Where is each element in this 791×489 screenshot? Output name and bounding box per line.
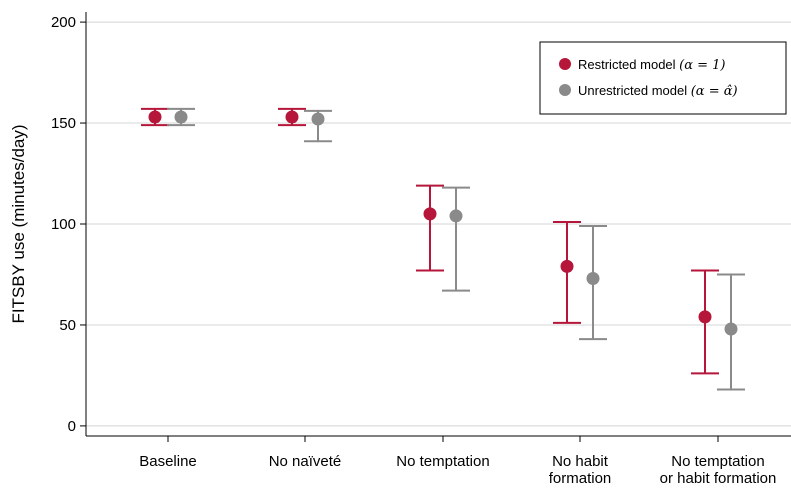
series-restricted — [141, 107, 719, 375]
x-tick-label: No naïveté — [269, 453, 342, 470]
x-tick-label-line: No habit — [552, 453, 609, 470]
x-tick-label-line: or habit formation — [660, 470, 777, 487]
x-tick-label-line: formation — [549, 470, 612, 487]
data-point — [174, 110, 188, 124]
legend-label-math: (α = 1) — [679, 58, 725, 73]
series-unrestricted — [167, 107, 745, 391]
data-point — [724, 322, 738, 336]
data-point — [423, 207, 437, 221]
data-point — [586, 272, 600, 286]
y-axis-title: FITSBY use (minutes/day) — [9, 124, 28, 323]
y-tick-label: 150 — [51, 115, 76, 132]
data-point — [698, 310, 712, 324]
x-tick-label: Baseline — [139, 453, 197, 470]
legend-label-name: Restricted model — [578, 57, 679, 72]
data-point — [148, 110, 162, 124]
y-tick-label: 0 — [68, 418, 76, 435]
x-tick-label: No temptation — [396, 453, 489, 470]
axes: 0 50 100 150 200 Baseline No naïveté No temptat… — [51, 12, 791, 487]
x-tick-label-line: No temptation — [671, 453, 764, 470]
legend-marker — [559, 84, 571, 96]
legend-box — [539, 41, 787, 115]
legend-label: Unrestricted model (α = α̂) — [578, 83, 738, 99]
series-marks — [141, 107, 745, 391]
x-tick-label: No temptation or habit formation — [660, 453, 777, 487]
legend-marker — [559, 58, 571, 70]
data-point — [311, 112, 325, 126]
x-tick-label-line: Baseline — [139, 453, 197, 470]
legend-label-math: (α = α̂) — [691, 84, 738, 99]
x-tick-label-line: No naïveté — [269, 453, 342, 470]
gridlines — [86, 21, 791, 427]
data-point — [560, 259, 574, 273]
y-tick-label: 200 — [51, 14, 76, 31]
legend-label-name: Unrestricted model — [578, 83, 691, 98]
x-tick-label: No habit formation — [549, 453, 612, 487]
data-point — [285, 110, 299, 124]
legend-label: Restricted model (α = 1) — [578, 57, 726, 73]
y-tick-label: 50 — [59, 317, 76, 334]
x-tick-label-line: No temptation — [396, 453, 489, 470]
y-tick-label: 100 — [51, 216, 76, 233]
legend: Restricted model (α = 1) Unrestricted mod… — [539, 41, 787, 115]
data-point — [449, 209, 463, 223]
